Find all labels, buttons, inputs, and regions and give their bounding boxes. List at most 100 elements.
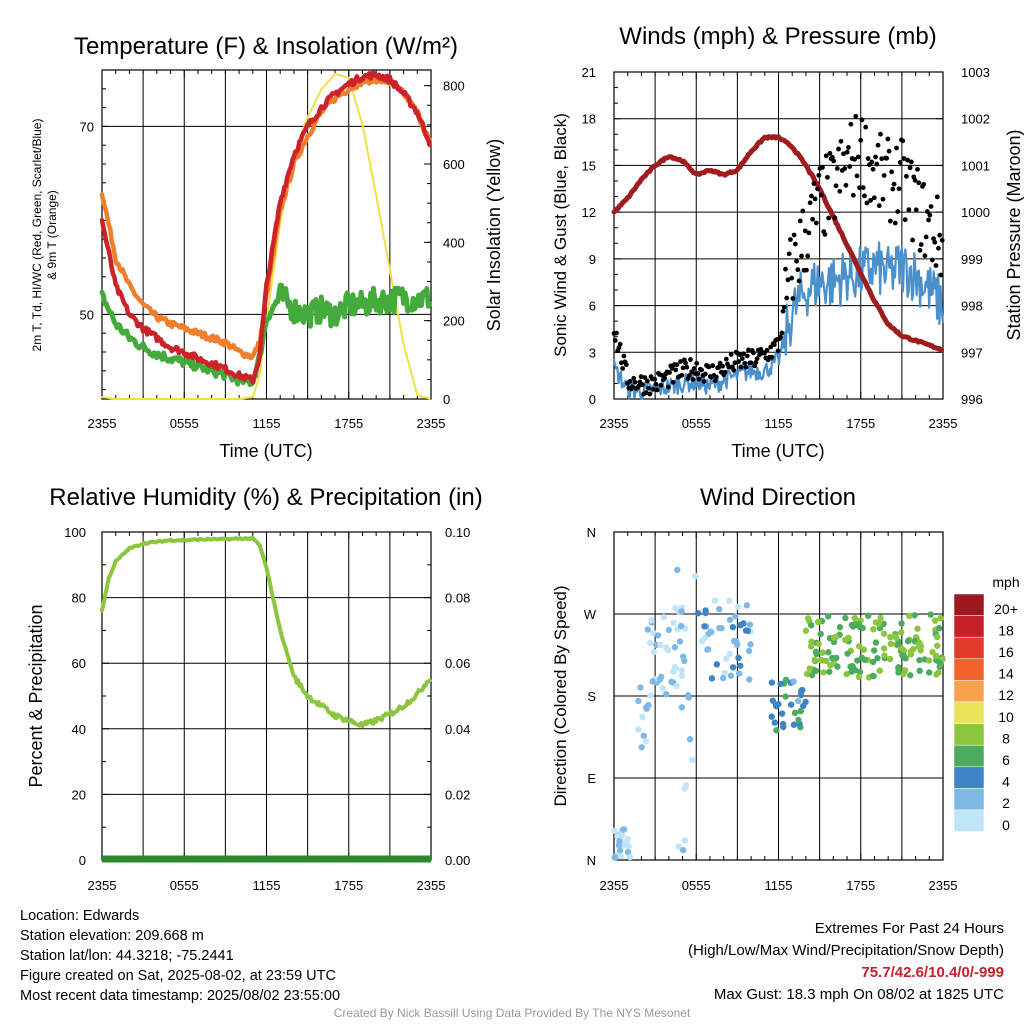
gust-point bbox=[847, 164, 853, 169]
humidity-x-tick-label: 1155 bbox=[253, 878, 281, 893]
direction-point bbox=[681, 657, 688, 665]
gust-point bbox=[644, 378, 650, 384]
gust-point bbox=[684, 364, 690, 370]
gust-point bbox=[862, 193, 867, 199]
direction-point bbox=[880, 630, 888, 637]
direction-point bbox=[681, 837, 689, 844]
direction-point bbox=[744, 627, 751, 635]
gust-point bbox=[771, 342, 777, 348]
direction-point bbox=[747, 641, 754, 648]
direction-point bbox=[737, 662, 744, 669]
gust-point bbox=[809, 193, 814, 199]
gust-point bbox=[842, 166, 848, 171]
gust-point bbox=[892, 220, 898, 226]
direction-point bbox=[726, 616, 734, 623]
gust-point bbox=[702, 371, 708, 377]
gust-point bbox=[853, 113, 859, 119]
gust-point bbox=[903, 173, 909, 179]
direction-point bbox=[611, 854, 618, 861]
credit-line: Created By Nick Bassill Using Data Provi… bbox=[333, 1006, 691, 1020]
gust-point bbox=[722, 369, 728, 375]
gust-point bbox=[620, 366, 626, 371]
gust-point bbox=[876, 203, 882, 209]
direction-point bbox=[820, 669, 827, 676]
gust-point bbox=[873, 154, 878, 160]
gust-point bbox=[614, 330, 619, 336]
direction-point bbox=[663, 691, 670, 698]
pressure-y-tick-label: 1003 bbox=[961, 65, 990, 80]
gust-point bbox=[646, 385, 651, 391]
direction-point bbox=[673, 682, 680, 690]
gust-point bbox=[878, 131, 883, 137]
direction-point bbox=[872, 639, 880, 646]
gust-point bbox=[680, 365, 686, 371]
gust-point bbox=[669, 365, 675, 371]
gust-point bbox=[921, 181, 927, 187]
direction-point bbox=[871, 647, 878, 654]
gust-point bbox=[848, 121, 854, 127]
gust-point bbox=[897, 160, 903, 165]
gust-point bbox=[823, 153, 829, 159]
direction-point bbox=[795, 716, 802, 724]
direction-point bbox=[836, 624, 844, 631]
direction-point bbox=[638, 744, 645, 751]
humidity-x-tick-label: 0555 bbox=[170, 878, 199, 893]
legend-swatch bbox=[953, 593, 985, 616]
gust-point bbox=[696, 376, 702, 382]
direction-point bbox=[819, 649, 826, 656]
gust-point bbox=[674, 362, 680, 368]
gust-point bbox=[706, 364, 712, 370]
direction-point bbox=[701, 623, 708, 630]
direction-point bbox=[856, 668, 864, 676]
gust-point bbox=[900, 138, 906, 144]
direction-point bbox=[635, 726, 642, 733]
gust-point bbox=[794, 258, 799, 264]
direction-point bbox=[678, 667, 685, 674]
direction-point bbox=[895, 640, 902, 647]
gust-point bbox=[844, 149, 850, 155]
direction-point bbox=[914, 625, 921, 632]
gust-point bbox=[812, 196, 818, 202]
direction-point bbox=[813, 650, 820, 658]
direction-point bbox=[916, 656, 923, 664]
gust-point bbox=[874, 161, 880, 167]
direction-point bbox=[790, 678, 797, 685]
insolation-y-tick-label: 400 bbox=[443, 235, 465, 250]
gust-point bbox=[631, 375, 637, 381]
wind-y-tick-label: 6 bbox=[589, 299, 596, 314]
direction-point bbox=[826, 668, 833, 675]
direction-point bbox=[708, 675, 716, 682]
direction-point bbox=[799, 702, 807, 710]
direction-point bbox=[685, 692, 692, 699]
gust-point bbox=[797, 218, 803, 224]
gust-point bbox=[926, 217, 932, 223]
gust-point bbox=[795, 267, 801, 273]
direction-point bbox=[790, 721, 798, 728]
direction-point bbox=[887, 640, 894, 648]
gust-point bbox=[807, 200, 813, 206]
wind-y-tick-label: 15 bbox=[582, 158, 596, 173]
direction-point bbox=[670, 619, 677, 627]
station-latlon: Station lat/lon: 44.3218; -75.2441 bbox=[20, 948, 234, 964]
gust-point bbox=[679, 372, 685, 378]
legend-label: 20+ bbox=[994, 601, 1018, 617]
gust-point bbox=[790, 296, 796, 301]
series-sonic-wind-line bbox=[612, 241, 944, 401]
speed-legend-title: mph bbox=[992, 574, 1019, 590]
wind-y-tick-label: 0 bbox=[589, 392, 596, 407]
extremes-box: Extremes For Past 24 Hours (High/Low/Max… bbox=[688, 918, 1004, 1006]
max-gust: Max Gust: 18.3 mph On 08/02 at 1825 UTC bbox=[713, 986, 1004, 1003]
wind-x-tick-label: 0555 bbox=[682, 416, 711, 431]
direction-y-tick-label: S bbox=[587, 689, 596, 704]
gust-point bbox=[875, 142, 881, 148]
direction-y-tick-label: N bbox=[587, 853, 596, 868]
gust-point bbox=[933, 263, 939, 268]
gust-point bbox=[714, 374, 719, 380]
gust-point bbox=[881, 173, 887, 178]
direction-point bbox=[927, 611, 934, 618]
legend-label: 12 bbox=[998, 687, 1014, 703]
direction-point bbox=[746, 621, 754, 628]
temperature-x-axis-label: Time (UTC) bbox=[219, 441, 312, 461]
direction-point bbox=[637, 684, 644, 691]
gust-point bbox=[751, 350, 756, 356]
